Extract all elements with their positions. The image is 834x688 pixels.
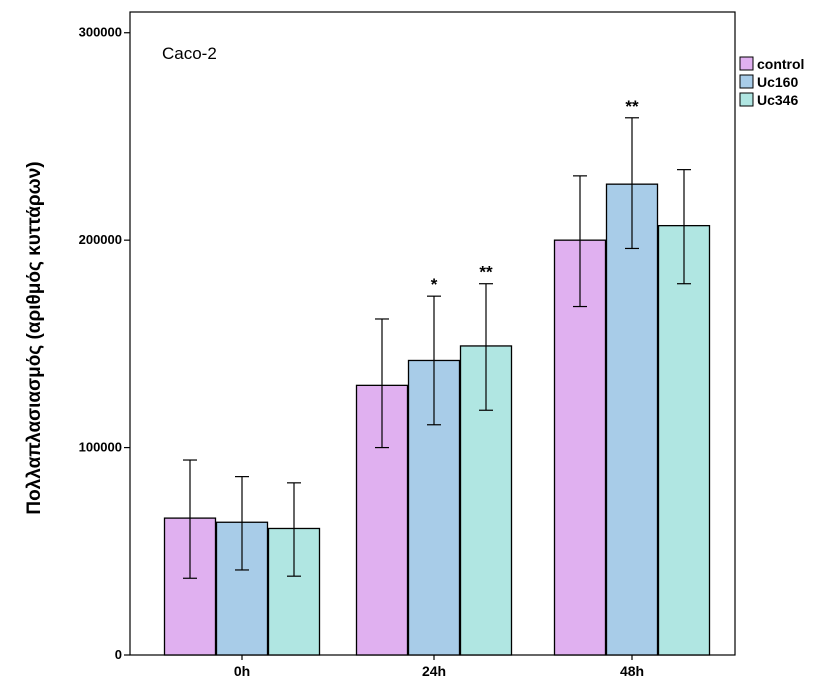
legend-swatch xyxy=(739,56,754,71)
y-tick-label: 300000 xyxy=(79,25,122,40)
legend-swatch xyxy=(739,92,754,107)
x-tick-label: 24h xyxy=(422,663,446,679)
legend-label: control xyxy=(757,56,804,72)
bar xyxy=(605,183,659,656)
legend: control Uc160 Uc346 xyxy=(739,56,804,108)
x-axis: 0h 24h 48h xyxy=(234,655,644,679)
significance-mark: * xyxy=(431,275,438,294)
legend-label: Uc160 xyxy=(757,74,798,90)
significance-marks-group: ***** xyxy=(431,97,639,294)
bar xyxy=(553,239,607,656)
significance-mark: ** xyxy=(479,263,493,282)
x-tick-label: 0h xyxy=(234,663,250,679)
y-axis-label: Πολλαπλασιασμός (αριθμός κυττάρων) xyxy=(24,161,45,514)
legend-label: Uc346 xyxy=(757,92,798,108)
y-tick-label: 200000 xyxy=(79,232,122,247)
legend-swatch xyxy=(739,74,754,89)
y-tick-label: 100000 xyxy=(79,440,122,455)
significance-mark: ** xyxy=(625,97,639,116)
bar xyxy=(355,384,409,656)
chart-title: Caco-2 xyxy=(162,44,217,63)
x-tick-label: 48h xyxy=(620,663,644,679)
y-axis: 0 100000 200000 300000 xyxy=(79,25,130,662)
y-tick-label: 0 xyxy=(115,647,122,662)
bar xyxy=(657,224,711,656)
error-bars-group xyxy=(183,117,691,579)
